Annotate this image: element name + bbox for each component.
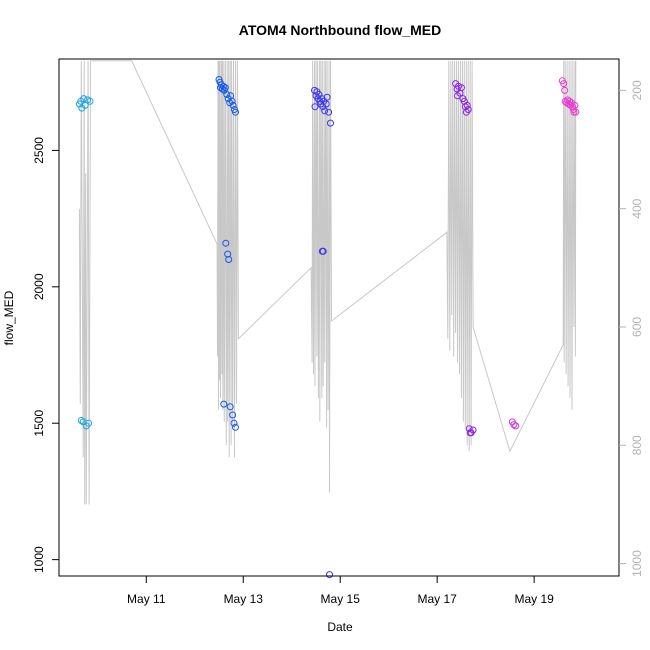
y2-tick-label: 200 xyxy=(630,80,644,100)
data-point xyxy=(321,107,329,115)
y-axis-label: flow_MED xyxy=(2,290,16,345)
data-point xyxy=(222,239,230,247)
data-point xyxy=(220,400,228,408)
data-point xyxy=(77,417,85,424)
data-point xyxy=(225,256,233,263)
y-axis: 1000 1500 2000 2500 xyxy=(32,137,59,573)
x-tick-label: May 11 xyxy=(127,592,166,606)
data-point xyxy=(465,425,473,433)
data-point xyxy=(512,422,520,430)
data-point xyxy=(228,97,236,105)
data-point xyxy=(85,419,93,427)
y-tick-label: 1500 xyxy=(32,410,46,437)
x-tick-label: May 17 xyxy=(418,592,458,606)
data-point xyxy=(457,84,465,92)
chart-title: ATOM4 Northbound flow_MED xyxy=(239,22,441,38)
x-tick-label: May 15 xyxy=(321,592,361,606)
data-point xyxy=(464,106,472,113)
x-tick-label: May 19 xyxy=(514,592,554,606)
x-tick-label: May 13 xyxy=(224,592,264,606)
data-point xyxy=(219,82,227,90)
data-point xyxy=(232,423,239,431)
data-point xyxy=(80,95,88,103)
data-point xyxy=(566,97,573,105)
data-point xyxy=(571,101,579,109)
data-point xyxy=(319,247,327,255)
data-point xyxy=(469,426,477,434)
y2-tick-label: 1000 xyxy=(630,550,644,577)
y2-tick-label: 600 xyxy=(630,317,644,337)
data-point xyxy=(229,101,237,109)
data-point xyxy=(326,571,333,579)
data-point xyxy=(572,108,580,116)
data-point xyxy=(454,92,461,100)
y2-tick-label: 800 xyxy=(630,435,644,455)
data-point xyxy=(232,108,239,116)
y-tick-label: 1000 xyxy=(32,546,46,573)
x-axis-label: Date xyxy=(327,620,353,634)
data-point xyxy=(325,108,333,116)
data-point xyxy=(510,421,518,429)
data-point xyxy=(327,119,334,127)
plot-frame xyxy=(58,58,620,577)
data-point xyxy=(560,80,568,88)
x-axis: May 11 May 13 May 15 May 17 May 19 xyxy=(127,576,554,606)
data-point xyxy=(86,97,94,105)
data-point xyxy=(226,403,234,411)
data-point xyxy=(230,419,238,427)
data-point xyxy=(221,84,229,92)
secondary-y-axis: 200 400 600 800 1000 xyxy=(619,80,644,577)
data-point xyxy=(323,93,331,101)
data-point xyxy=(311,103,319,111)
points-layer xyxy=(75,76,580,579)
data-point xyxy=(223,91,231,98)
data-point xyxy=(322,100,330,108)
y-tick-label: 2500 xyxy=(32,137,46,164)
secondary-line-layer xyxy=(78,60,577,505)
data-point xyxy=(463,101,471,109)
y2-tick-label: 400 xyxy=(630,198,644,218)
data-point xyxy=(561,86,569,94)
data-point xyxy=(229,411,237,419)
y-tick-label: 2000 xyxy=(32,273,46,300)
secondary-series-line xyxy=(78,60,577,505)
data-point xyxy=(570,108,578,116)
